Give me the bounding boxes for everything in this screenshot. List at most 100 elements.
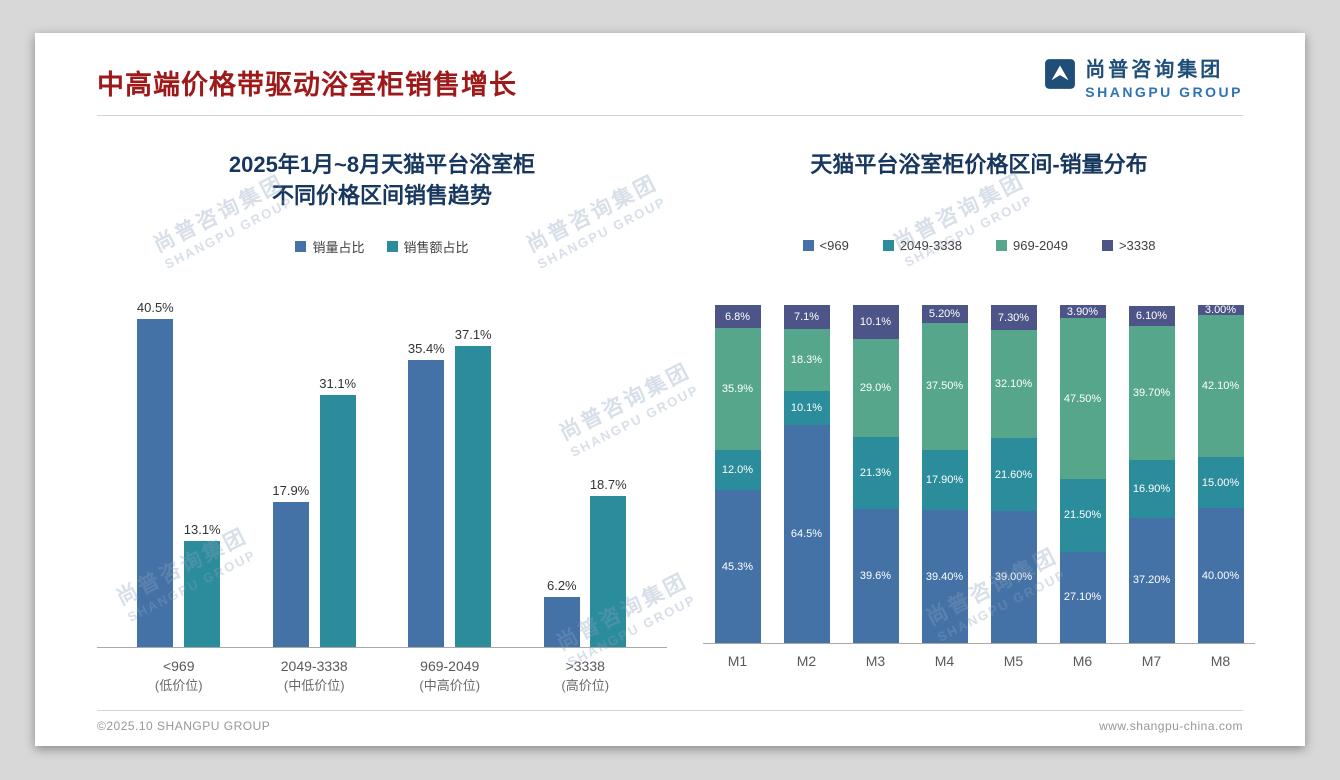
segment-value-label: 10.1% <box>859 316 892 329</box>
bar-wrap: 35.4% <box>408 341 445 648</box>
stacked-bar: 39.6% 21.3% 29.0% 10.1% <box>852 305 899 644</box>
stacked-bar-cell: 37.20% 16.90% 39.70% 6.10% <box>1117 305 1186 644</box>
logo-text-en: SHANGPU GROUP <box>1085 84 1243 100</box>
bar-wrap: 18.7% <box>590 477 627 648</box>
bar-segment: 27.10% <box>1059 551 1106 644</box>
bar-segment: 32.10% <box>990 329 1037 439</box>
bar-segment: 15.00% <box>1197 457 1244 509</box>
right-chart-legend: <969 2049-3338 969-2049 >3338 <box>703 238 1255 253</box>
bar-segment: 40.00% <box>1197 508 1244 644</box>
bar-segment: 42.10% <box>1197 315 1244 458</box>
bar-wrap: 37.1% <box>455 327 492 648</box>
bar <box>137 319 174 648</box>
bar-segment: 29.0% <box>852 339 899 438</box>
bar-value-label: 31.1% <box>319 376 357 392</box>
legend-label: 969-2049 <box>1013 238 1068 254</box>
bar-value-label: 6.2% <box>546 578 577 594</box>
segment-value-label: 39.40% <box>925 570 964 583</box>
slide-card: 中高端价格带驱动浴室柜销售增长 尚普咨询集团 SHANGPU GROUP 202… <box>35 33 1305 746</box>
logo-icon <box>1044 58 1076 95</box>
bar-group: 35.4% 37.1% <box>382 327 518 648</box>
segment-value-label: 45.3% <box>721 560 754 573</box>
bar-segment: 64.5% <box>783 425 830 644</box>
month-label: M7 <box>1141 653 1162 670</box>
bar-segment: 5.20% <box>921 305 968 323</box>
segment-value-label: 15.00% <box>1201 476 1240 489</box>
legend-swatch <box>996 240 1007 252</box>
segment-value-label: 39.00% <box>994 571 1033 584</box>
stacked-bar-cell: 40.00% 15.00% 42.10% 3.00% <box>1186 304 1255 644</box>
stacked-bar-cell: 64.5% 10.1% 18.3% 7.1% <box>772 305 841 644</box>
bar <box>319 395 356 648</box>
bar-segment: 10.1% <box>783 391 830 426</box>
bar-group: 17.9% 31.1% <box>247 376 383 648</box>
segment-value-label: 6.8% <box>724 310 751 323</box>
segment-value-label: 5.20% <box>928 307 961 320</box>
bar-wrap: 31.1% <box>319 376 357 648</box>
page-title: 中高端价格带驱动浴室柜销售增长 <box>97 70 517 100</box>
bar-segment: 39.70% <box>1128 326 1175 461</box>
logo-text-cn: 尚普咨询集团 <box>1085 59 1224 81</box>
bar-segment: 39.00% <box>990 511 1037 644</box>
segment-value-label: 16.90% <box>1132 483 1171 495</box>
segment-value-label: 39.6% <box>859 570 892 583</box>
stacked-bar: 40.00% 15.00% 42.10% 3.00% <box>1197 304 1244 644</box>
legend-swatch <box>386 241 398 253</box>
stacked-bar: 39.00% 21.60% 32.10% 7.30% <box>990 305 1037 644</box>
left-chart-plot: 40.5% 13.1% 17.9% 31.1% 35.4% 37.1% 6.2% 18.7% <box>97 270 667 649</box>
month-label: M2 <box>796 653 817 670</box>
segment-value-label: 39.70% <box>1132 387 1171 400</box>
segment-value-label: 40.00% <box>1201 569 1240 582</box>
x-category-label: <969 (低价位) <box>154 658 203 694</box>
bar-wrap: 13.1% <box>183 522 221 648</box>
bar-value-label: 13.1% <box>183 522 221 538</box>
segment-value-label: 32.10% <box>994 378 1033 391</box>
legend-swatch <box>1101 240 1113 252</box>
stacked-bar: 45.3% 12.0% 35.9% 6.8% <box>714 305 761 644</box>
bar-segment: 3.90% <box>1059 305 1106 319</box>
segment-value-label: 42.10% <box>1201 380 1240 393</box>
segment-value-label: 27.10% <box>1063 591 1102 604</box>
x-category-label: 969-2049 (中高价位) <box>419 658 481 694</box>
company-logo: 尚普咨询集团 SHANGPU GROUP <box>1044 53 1243 100</box>
right-chart-title: 天猫平台浴室柜价格区间-销量分布 <box>810 152 1148 177</box>
segment-value-label: 37.50% <box>925 380 964 393</box>
footer-website: www.shangpu-china.com <box>1099 719 1243 733</box>
bar-segment: 37.20% <box>1128 517 1175 644</box>
stacked-bar-cell: 27.10% 21.50% 47.50% 3.90% <box>1048 305 1117 644</box>
bar-segment: 39.6% <box>852 509 899 644</box>
left-chart: 2025年1月~8月天猫平台浴室柜 不同价格区间销售趋势 销量占比 销售额占比 4… <box>97 141 667 695</box>
segment-value-label: 12.0% <box>721 463 754 476</box>
bar-group: 40.5% 13.1% <box>111 300 247 648</box>
legend-label: 销售额占比 <box>403 240 469 256</box>
bar-wrap: 17.9% <box>272 483 309 648</box>
bar <box>543 597 580 648</box>
bar-segment: 21.50% <box>1059 478 1106 552</box>
segment-value-label: 17.90% <box>925 473 964 486</box>
x-category-label: >3338 (高价位) <box>561 658 610 694</box>
segment-value-label: 21.3% <box>859 467 892 480</box>
bar-wrap: 6.2% <box>543 578 580 648</box>
stacked-bar-cell: 45.3% 12.0% 35.9% 6.8% <box>703 305 772 644</box>
segment-value-label: 10.1% <box>790 402 823 415</box>
segment-value-label: 47.50% <box>1063 392 1102 405</box>
footer-copyright: ©2025.10 SHANGPU GROUP <box>97 719 271 733</box>
stacked-bar: 27.10% 21.50% 47.50% 3.90% <box>1059 305 1106 644</box>
month-label: M8 <box>1210 653 1231 670</box>
month-label: M6 <box>1072 653 1093 670</box>
segment-value-label: 6.10% <box>1135 309 1168 322</box>
stacked-bar-cell: 39.00% 21.60% 32.10% 7.30% <box>979 305 1048 644</box>
legend-swatch <box>882 240 894 252</box>
legend-item: 969-2049 <box>996 238 1068 253</box>
legend-item: <969 <box>802 238 849 254</box>
legend-label: <969 <box>819 238 849 254</box>
segment-value-label: 64.5% <box>790 528 823 541</box>
segment-value-label: 35.9% <box>721 382 754 395</box>
legend-swatch <box>802 240 814 252</box>
segment-value-label: 29.0% <box>859 382 892 395</box>
legend-item: 2049-3338 <box>882 238 962 253</box>
bar-segment: 16.90% <box>1128 460 1175 518</box>
bar-segment: 37.50% <box>921 322 968 450</box>
month-label: M1 <box>727 653 748 670</box>
legend-label: >3338 <box>1118 238 1156 254</box>
